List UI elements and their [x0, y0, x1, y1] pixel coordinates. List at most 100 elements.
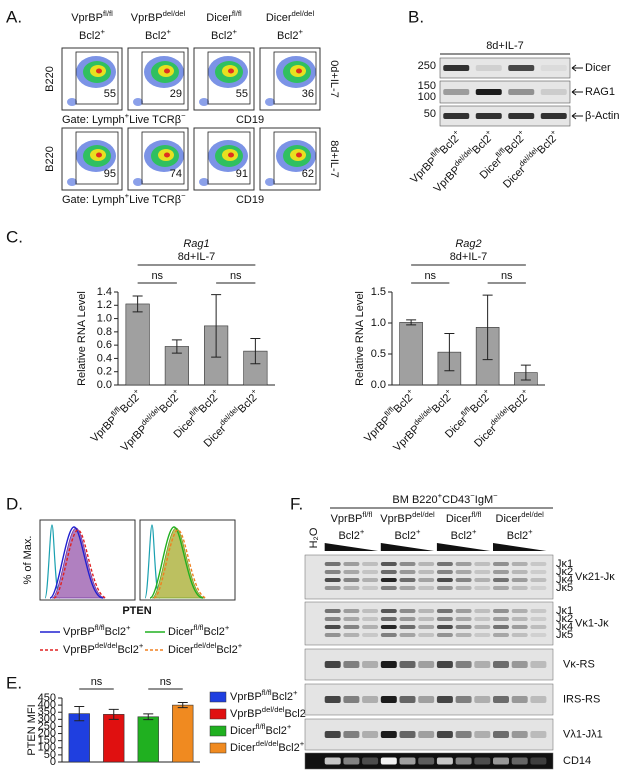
gel-band — [324, 578, 341, 582]
label-text: VprBPdel/delBcl2+ — [389, 386, 457, 454]
gel-band — [380, 731, 397, 738]
gel-band — [362, 578, 379, 582]
gel-label: Vλ1-Jλ1 — [563, 728, 603, 740]
label-sup: del/del — [521, 510, 544, 519]
dilution-wedge — [324, 543, 379, 551]
y-tick-label: 150 — [38, 735, 56, 747]
label-sup: fl/fl — [256, 722, 266, 731]
density — [133, 98, 143, 106]
label-base: Dicer — [501, 164, 528, 191]
label-base: Bcl2 — [277, 30, 298, 42]
gel-band — [511, 757, 528, 765]
mw-marker: 150 — [418, 80, 436, 92]
gel-band — [324, 609, 341, 613]
label-sup: del/del — [262, 705, 285, 714]
gel-band — [511, 661, 528, 668]
label-base: Bcl2 — [470, 133, 494, 157]
significance: ns — [424, 270, 436, 282]
gel-band — [399, 562, 416, 566]
gate-percentage: 91 — [236, 168, 248, 180]
label-text: VprBPdel/delBcl2+ — [116, 386, 184, 454]
label-base: Bcl2 — [503, 133, 527, 157]
gel-band — [343, 570, 360, 574]
label-sup: + — [287, 722, 292, 731]
gel-band — [324, 731, 341, 738]
label-text: BM B220+CD43−IgM− — [392, 491, 498, 506]
gel — [304, 718, 554, 751]
label-sup: + — [125, 111, 130, 120]
band-label: Jκ1 — [556, 605, 573, 617]
band-label: Jκ5 — [556, 582, 573, 594]
label-sup: + — [404, 386, 414, 396]
label-base: VprBP — [408, 155, 439, 186]
gate — [141, 131, 185, 185]
label-sup: + — [100, 27, 105, 36]
gel-band — [324, 625, 341, 629]
error-bar — [250, 338, 261, 365]
gel-band — [399, 757, 416, 765]
y-tick-label: 1.5 — [371, 286, 386, 298]
blot-band — [540, 65, 567, 71]
dilution-wedge — [380, 543, 435, 551]
density — [164, 152, 170, 158]
gel-band — [436, 586, 453, 590]
blot-band — [475, 65, 502, 71]
label-base: Bcl2 — [438, 133, 462, 157]
label-sup: − — [181, 191, 186, 200]
gel-band — [530, 617, 547, 621]
label-sup: del/del — [163, 9, 186, 18]
gel-band — [493, 570, 509, 574]
blot-strip — [439, 105, 571, 127]
label-base: VprBP — [119, 423, 150, 454]
gel-band — [436, 625, 453, 629]
gel-band — [511, 731, 528, 738]
gel-band — [380, 661, 397, 668]
mw-marker: 100 — [418, 91, 436, 103]
gel-label: IRS-RS — [563, 693, 600, 705]
error-bar — [171, 339, 182, 354]
gel-band — [343, 617, 360, 621]
y-axis-label: Relative RNA Level — [354, 291, 366, 386]
gel-band — [362, 609, 379, 613]
gel-band — [455, 609, 472, 613]
label-base: Bcl2 — [451, 530, 472, 542]
label-base: Bcl2 — [118, 392, 142, 416]
density — [265, 98, 275, 106]
panel-letter: D. — [6, 494, 23, 513]
gel-band — [343, 586, 360, 590]
gel-band — [530, 696, 547, 703]
label-base: Bcl2 — [468, 392, 492, 416]
density — [228, 68, 234, 74]
label-text: VprBPdel/del — [131, 9, 186, 24]
gel-band — [343, 609, 360, 613]
label-base: VprBP — [362, 414, 393, 445]
label-base: Dicer — [230, 725, 256, 737]
label-base: Bcl2 — [338, 530, 359, 542]
y-axis-label: PTEN MFI — [26, 704, 38, 755]
label-sup: + — [528, 527, 533, 536]
label-base: VprBP — [89, 414, 120, 445]
gel-band — [474, 617, 491, 621]
y-axis-label: % of Max. — [22, 536, 34, 585]
label-text: Bcl2+ — [277, 27, 303, 42]
gel-band — [436, 570, 453, 574]
gate — [75, 131, 119, 185]
gel-band — [380, 617, 397, 621]
gel-band — [493, 578, 509, 582]
legend-swatch — [209, 742, 227, 754]
label-text: Dicerfl/fl — [206, 9, 242, 24]
label-sup: + — [481, 386, 491, 396]
gate-percentage: 74 — [170, 168, 182, 180]
gel-band — [511, 625, 528, 629]
label-base: CD43 — [442, 494, 470, 506]
error-bar — [482, 294, 493, 361]
gel-band — [399, 696, 416, 703]
label-sup: + — [515, 127, 525, 137]
y-axis-label: B220 — [44, 146, 56, 172]
label-text: Dicerdel/del — [496, 510, 545, 525]
y-tick-label: 0.6 — [97, 339, 112, 351]
gel-band — [362, 731, 379, 738]
label-text: Dicerdel/delBcl2+ — [168, 641, 243, 656]
label-text: Dicerdel/delBcl2+ — [230, 739, 305, 754]
